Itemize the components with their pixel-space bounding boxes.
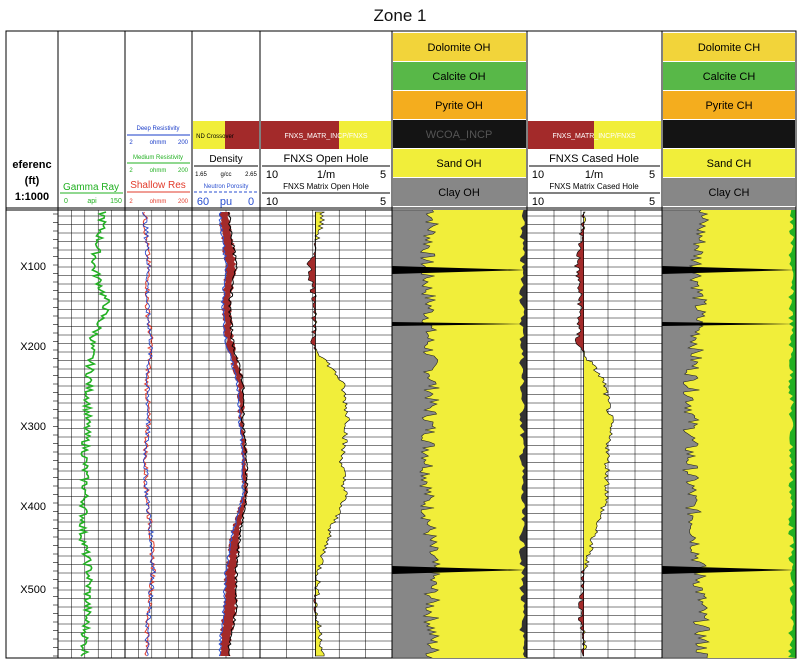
dolomite-oh-label: Dolomite OH xyxy=(428,42,491,54)
fnxs-ch-flag-red xyxy=(528,121,594,149)
shallow-res-title: Shallow Res xyxy=(130,180,186,191)
shallow-res-curve xyxy=(142,211,157,657)
fnxs-oh-min: 10 xyxy=(266,169,278,181)
lith-oh-spike-0 xyxy=(392,266,527,274)
medium-res-unit: ohmm xyxy=(150,168,167,174)
clay-ch-block xyxy=(663,178,795,206)
depth-label-X300: X300 xyxy=(20,421,46,433)
gamma-ray-curve xyxy=(78,211,110,657)
medium-res-max: 200 xyxy=(178,168,189,174)
dolomite-ch-label: Dolomite CH xyxy=(698,42,760,54)
gamma-unit: api xyxy=(87,198,97,205)
gamma-min: 0 xyxy=(64,198,68,205)
density-unit: g/cc xyxy=(220,172,231,178)
fnxs-ch-unit: 1/m xyxy=(585,169,603,181)
wcoa-oh-label: WCOA_INCP xyxy=(426,129,493,141)
lith-oh-spike-1 xyxy=(392,322,527,326)
deep-res-title: Deep Resistivity xyxy=(136,126,179,132)
pyrite-oh-block xyxy=(393,91,526,119)
fnxs-oh-max: 5 xyxy=(380,169,386,181)
lith-oh-right-margin xyxy=(519,210,527,658)
wcoa-oh-block xyxy=(393,120,526,148)
ref-label-1: eferenc xyxy=(12,159,51,171)
deep-res-curve xyxy=(142,211,157,657)
fnxs-ch-title: FNXS Cased Hole xyxy=(549,153,639,165)
fnxs-ch-min: 10 xyxy=(532,169,544,181)
lith-ch-spike-0 xyxy=(662,266,796,274)
fnxs-ch-red-fill xyxy=(573,211,585,657)
fnxs-oh-flag-yellow xyxy=(339,121,391,149)
calcite-oh-block xyxy=(393,62,526,90)
shallow-res-max: 200 xyxy=(178,199,189,205)
pyrite-ch-label: Pyrite CH xyxy=(705,100,752,112)
nd-crossover-red xyxy=(225,121,259,149)
lith-ch-right-margin xyxy=(788,210,796,658)
neutron-title: Neutron Porosity xyxy=(204,184,249,190)
ref-scale: 1:1000 xyxy=(15,191,49,203)
neutron-curve xyxy=(218,211,245,657)
sand-oh-label: Sand OH xyxy=(436,158,481,170)
deep-res-max: 200 xyxy=(178,140,189,146)
fnxs-oh-matrix-title: FNXS Matrix Open Hole xyxy=(283,182,369,191)
pyrite-oh-label: Pyrite OH xyxy=(435,100,483,112)
depth-label-X100: X100 xyxy=(20,261,46,273)
wcoa-ch-block xyxy=(663,120,795,148)
zone-title: Zone 1 xyxy=(373,6,427,25)
gamma-max: 150 xyxy=(110,198,122,205)
neutron-max: 0 xyxy=(248,196,254,208)
lith-oh-clay-fill xyxy=(391,209,441,659)
nd-crossover-label: ND Crossover xyxy=(196,134,234,140)
fnxs-ch-max: 5 xyxy=(649,169,655,181)
neutron-min: 60 xyxy=(197,196,209,208)
clay-oh-block xyxy=(393,178,526,206)
neutron-unit: pu xyxy=(220,196,232,208)
density-curve xyxy=(227,211,249,657)
fnxs-oh-matrix-min: 10 xyxy=(266,196,278,208)
depth-label-X200: X200 xyxy=(20,341,46,353)
density-min: 1.65 xyxy=(195,172,207,178)
lith-ch-spike-1 xyxy=(662,322,796,326)
nd-crossover-yellow xyxy=(193,121,225,149)
lith-ch-spike-2 xyxy=(662,566,796,574)
sand-oh-block xyxy=(393,149,526,177)
depth-label-X500: X500 xyxy=(20,584,46,596)
calcite-oh-label: Calcite OH xyxy=(432,71,485,83)
pyrite-ch-block xyxy=(663,91,795,119)
lith-ch-clay-fill xyxy=(661,209,710,659)
sand-ch-label: Sand CH xyxy=(707,158,752,170)
nd-crossover-fill xyxy=(219,212,249,656)
dolomite-ch-block xyxy=(663,33,795,61)
calcite-ch-label: Calcite CH xyxy=(703,71,756,83)
shallow-res-unit: ohmm xyxy=(150,199,167,205)
fnxs-ch-matrix-title: FNXS Matrix Cased Hole xyxy=(549,182,639,191)
gamma-ray-title: Gamma Ray xyxy=(63,182,119,193)
fnxs-oh-flag-label: FNXS_MATR_INCP/FNXS xyxy=(284,133,367,140)
medium-res-min: 2 xyxy=(129,168,133,174)
fnxs-oh-flag-red xyxy=(261,121,339,149)
calcite-ch-block xyxy=(663,62,795,90)
fnxs-ch-flag-yellow xyxy=(594,121,661,149)
deep-res-min: 2 xyxy=(129,140,133,146)
dolomite-oh-block xyxy=(393,33,526,61)
medium-res-title: Medium Resistivity xyxy=(133,155,183,161)
fnxs-oh-red-fill xyxy=(306,211,316,657)
ref-label-2: (ft) xyxy=(25,175,40,187)
fnxs-ch-matrix-min: 10 xyxy=(532,196,544,208)
fnxs-oh-unit: 1/m xyxy=(317,169,335,181)
lith-oh-spike-2 xyxy=(392,566,527,574)
depth-label-X400: X400 xyxy=(20,501,46,513)
deep-res-unit: ohmm xyxy=(150,140,167,146)
fnxs-ch-matrix-max: 5 xyxy=(649,196,655,208)
fnxs-oh-matrix-max: 5 xyxy=(380,196,386,208)
clay-oh-label: Clay OH xyxy=(438,187,480,199)
density-max: 2.65 xyxy=(245,172,257,178)
sand-ch-block xyxy=(663,149,795,177)
fnxs-oh-title: FNXS Open Hole xyxy=(284,153,369,165)
clay-ch-label: Clay CH xyxy=(709,187,750,199)
density-title: Density xyxy=(209,154,242,165)
fnxs-ch-flag-label: FNXS_MATR_INCP/FNXS xyxy=(552,133,635,140)
shallow-res-min: 2 xyxy=(129,199,133,205)
